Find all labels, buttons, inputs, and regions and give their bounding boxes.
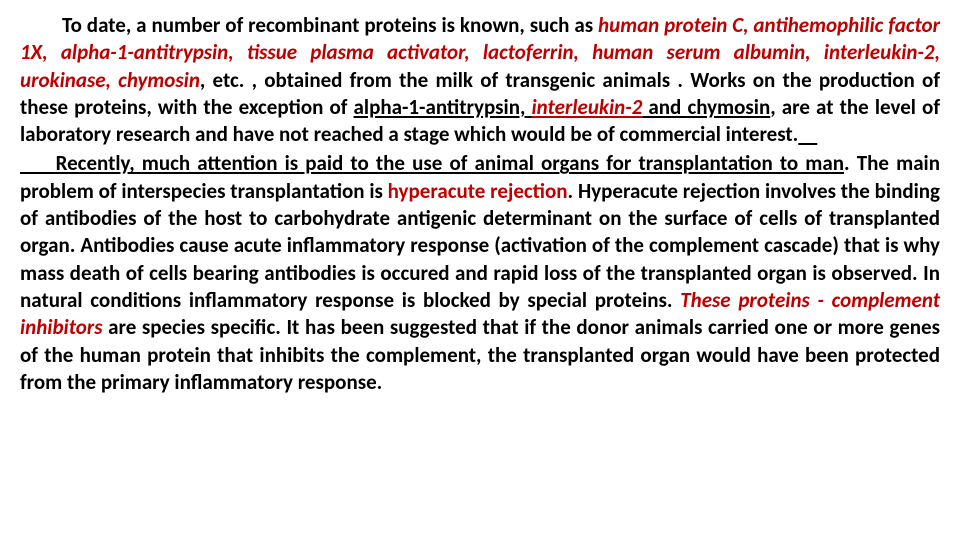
p1-underline-alpha: alpha-1-antitrypsin, xyxy=(354,94,532,120)
p1-underline-and: and xyxy=(642,94,687,120)
p2-hyperacute: hyperacute rejection xyxy=(388,178,568,204)
p1-underline-interleukin: interleukin-2 xyxy=(532,94,643,120)
p2-underline-intro: Recently, much attention is paid to the … xyxy=(56,150,844,176)
paragraph-2: Recently, much attention is paid to the … xyxy=(20,150,940,396)
p1-trailing-underline xyxy=(798,121,817,147)
p1-text-1: To date, a number of recombinant protein… xyxy=(62,12,598,38)
p2-text-6: are species specific. It has been sugges… xyxy=(20,314,940,395)
paragraph-1: To date, a number of recombinant protein… xyxy=(20,12,940,148)
p2-lead-underline xyxy=(20,150,56,176)
p1-underline-chymosin: chymosin xyxy=(687,94,770,120)
